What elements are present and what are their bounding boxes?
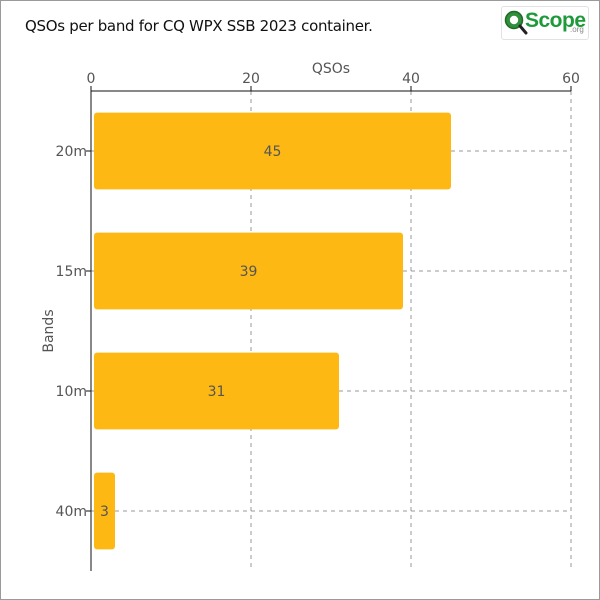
bar-10m [94,352,339,430]
x-tick-label: 60 [562,71,580,87]
bar-20m [94,112,451,190]
magnifier-q-icon [504,10,528,35]
axes [86,86,572,571]
qscope-logo: Scope .org [501,6,589,40]
logo-text: Scope [525,9,586,32]
bar-value-label: 39 [240,264,258,280]
y-tick-label: 15m [56,264,87,280]
bar-value-label: 3 [100,504,109,520]
x-tick-label: 20 [242,71,260,87]
y-axis-title: Bands [41,309,57,352]
bars [94,112,451,550]
y-tick-label: 10m [56,384,87,400]
bar-value-label: 31 [208,384,226,400]
labels: 0 20 40 60 45 39 31 3 20m 15m 10m 40m QSOs Bands [41,61,580,520]
y-tick-label: 40m [56,504,87,520]
chart-title: QSOs per band for CQ WPX SSB 2023 contai… [25,17,373,35]
logo-suffix: .org [570,25,584,34]
bar-15m [94,232,403,310]
x-axis-title: QSOs [312,61,350,77]
bar-40m [94,472,115,550]
x-tick-label: 0 [87,71,96,87]
bar-value-label: 45 [264,144,282,160]
x-tick-label: 40 [402,71,420,87]
y-tick-label: 20m [56,144,87,160]
